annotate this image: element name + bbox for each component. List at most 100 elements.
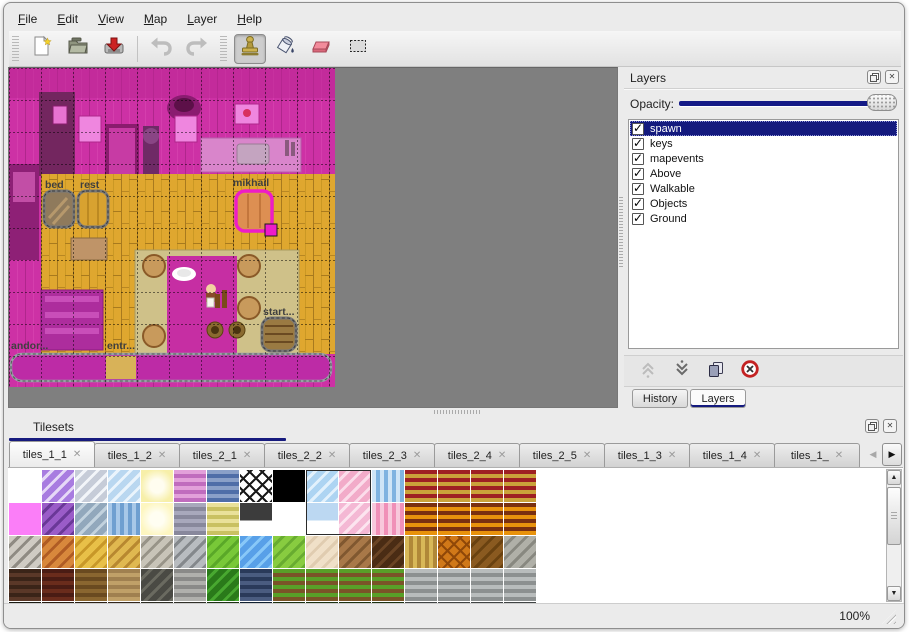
tile[interactable] bbox=[141, 602, 173, 603]
close-tab-icon[interactable]: ✕ bbox=[582, 450, 592, 461]
tile[interactable] bbox=[273, 503, 305, 535]
duplicate-layer-button[interactable] bbox=[704, 359, 728, 383]
tile[interactable] bbox=[174, 503, 206, 535]
tile[interactable] bbox=[108, 602, 140, 603]
tile[interactable] bbox=[9, 470, 41, 502]
tile[interactable] bbox=[306, 470, 338, 502]
scroll-tabs-right-button[interactable]: ▶ bbox=[882, 443, 902, 466]
menu-edit[interactable]: Edit bbox=[57, 12, 79, 26]
tile[interactable] bbox=[207, 503, 239, 535]
tile[interactable] bbox=[141, 503, 173, 535]
tile[interactable] bbox=[273, 536, 305, 568]
tile[interactable] bbox=[306, 503, 338, 535]
tileset-tab-tiles_1_1[interactable]: tiles_1_1 ✕ bbox=[9, 441, 95, 467]
close-tab-icon[interactable]: ✕ bbox=[327, 450, 337, 461]
tileset-view[interactable]: ▲ ▼ bbox=[8, 467, 903, 603]
tile[interactable] bbox=[306, 569, 338, 601]
close-tab-icon[interactable]: ✕ bbox=[497, 450, 507, 461]
tile[interactable] bbox=[372, 536, 404, 568]
tile[interactable] bbox=[405, 470, 437, 502]
tile[interactable] bbox=[240, 536, 272, 568]
opacity-slider-handle[interactable] bbox=[867, 94, 897, 111]
tileset-tab-tiles_2_1[interactable]: tiles_2_1 ✕ bbox=[179, 443, 265, 467]
tileset-tab-tiles_1_2[interactable]: tiles_1_2 ✕ bbox=[94, 443, 180, 467]
tile[interactable] bbox=[9, 536, 41, 568]
layer-visibility-checkbox[interactable]: ✓ bbox=[632, 195, 644, 210]
tile[interactable] bbox=[471, 602, 503, 603]
toolbar-handle[interactable] bbox=[220, 35, 227, 62]
tile[interactable] bbox=[306, 536, 338, 568]
tab-layers[interactable]: Layers bbox=[690, 389, 746, 408]
object-resize-handle[interactable] bbox=[264, 223, 278, 237]
opacity-slider[interactable] bbox=[679, 91, 897, 115]
tileset-tab-tiles_2_5[interactable]: tiles_2_5 ✕ bbox=[519, 443, 605, 467]
tile[interactable] bbox=[504, 536, 536, 568]
bucket-fill-button[interactable] bbox=[270, 34, 302, 64]
menu-help[interactable]: Help bbox=[237, 12, 262, 26]
close-tab-icon[interactable]: ✕ bbox=[72, 449, 82, 460]
stamp-brush-button[interactable] bbox=[234, 33, 266, 64]
tile[interactable] bbox=[405, 602, 437, 603]
tile[interactable] bbox=[339, 602, 371, 603]
tile[interactable] bbox=[108, 503, 140, 535]
layer-visibility-checkbox[interactable]: ✓ bbox=[632, 135, 644, 150]
tileset-tab-tiles_1_3[interactable]: tiles_1_3 ✕ bbox=[604, 443, 690, 467]
tile[interactable] bbox=[9, 503, 41, 535]
tile[interactable] bbox=[438, 569, 470, 601]
tile[interactable] bbox=[273, 569, 305, 601]
tile[interactable] bbox=[141, 569, 173, 601]
tile[interactable] bbox=[438, 602, 470, 603]
layer-row-Ground[interactable]: ✓ Ground bbox=[630, 211, 897, 226]
tile[interactable] bbox=[240, 470, 272, 502]
map-canvas[interactable]: bed rest mikhail andor... entr... start.… bbox=[9, 68, 335, 387]
tile[interactable] bbox=[108, 536, 140, 568]
tileset-tab-tiles_2_3[interactable]: tiles_2_3 ✕ bbox=[349, 443, 435, 467]
rect-select-button[interactable] bbox=[342, 34, 374, 64]
tile[interactable] bbox=[372, 569, 404, 601]
menu-view[interactable]: View bbox=[98, 12, 124, 26]
menu-map[interactable]: Map bbox=[143, 12, 168, 26]
close-panel-button[interactable]: ✕ bbox=[883, 419, 897, 433]
tile[interactable] bbox=[339, 536, 371, 568]
tile[interactable] bbox=[240, 602, 272, 603]
float-panel-button[interactable] bbox=[865, 419, 879, 433]
tile[interactable] bbox=[75, 569, 107, 601]
tile[interactable] bbox=[438, 503, 470, 535]
tile[interactable] bbox=[75, 470, 107, 502]
vertical-splitter[interactable] bbox=[618, 67, 624, 408]
layer-row-mapevents[interactable]: ✓ mapevents bbox=[630, 151, 897, 166]
open-file-button[interactable] bbox=[62, 34, 94, 64]
tile[interactable] bbox=[504, 569, 536, 601]
close-tab-icon[interactable]: ✕ bbox=[412, 450, 422, 461]
redo-button[interactable] bbox=[181, 34, 213, 64]
toolbar-handle[interactable] bbox=[12, 35, 19, 62]
tile[interactable] bbox=[207, 569, 239, 601]
undo-button[interactable] bbox=[145, 34, 177, 64]
layer-visibility-checkbox[interactable]: ✓ bbox=[632, 180, 644, 195]
layer-row-Walkable[interactable]: ✓ Walkable bbox=[630, 181, 897, 196]
tile[interactable] bbox=[75, 503, 107, 535]
tile[interactable] bbox=[42, 470, 74, 502]
horizontal-splitter[interactable] bbox=[8, 408, 903, 415]
layer-row-keys[interactable]: ✓ keys bbox=[630, 136, 897, 151]
layer-row-spawn[interactable]: ✓ spawn bbox=[630, 121, 897, 136]
tile[interactable] bbox=[141, 470, 173, 502]
tile[interactable] bbox=[42, 602, 74, 603]
tile[interactable] bbox=[174, 569, 206, 601]
map-object-rest[interactable] bbox=[76, 189, 110, 229]
tile[interactable] bbox=[174, 470, 206, 502]
raise-layer-button[interactable] bbox=[636, 359, 660, 383]
tile[interactable] bbox=[207, 602, 239, 603]
tab-history[interactable]: History bbox=[632, 389, 688, 408]
tile[interactable] bbox=[504, 470, 536, 502]
tile[interactable] bbox=[9, 602, 41, 603]
close-tab-icon[interactable]: ✕ bbox=[667, 450, 677, 461]
close-panel-button[interactable]: ✕ bbox=[885, 70, 899, 84]
tile[interactable] bbox=[339, 569, 371, 601]
tile[interactable] bbox=[75, 536, 107, 568]
float-panel-button[interactable] bbox=[867, 70, 881, 84]
tile[interactable] bbox=[372, 503, 404, 535]
tile[interactable] bbox=[207, 536, 239, 568]
tileset-tab-tiles_2_4[interactable]: tiles_2_4 ✕ bbox=[434, 443, 520, 467]
tile[interactable] bbox=[504, 503, 536, 535]
